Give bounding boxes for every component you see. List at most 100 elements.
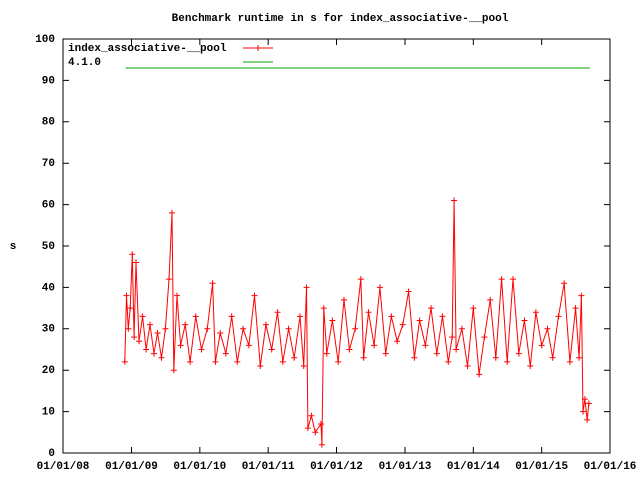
point-marker bbox=[538, 342, 545, 349]
point-marker bbox=[234, 358, 241, 365]
legend-label: 4.1.0 bbox=[68, 57, 101, 69]
point-marker bbox=[317, 421, 324, 428]
x-tick-label: 01/01/16 bbox=[584, 461, 637, 473]
point-marker bbox=[451, 197, 458, 204]
point-marker bbox=[125, 325, 132, 332]
point-marker bbox=[422, 342, 429, 349]
point-marker bbox=[585, 400, 592, 407]
point-marker bbox=[405, 288, 412, 295]
point-marker bbox=[318, 441, 325, 448]
point-marker bbox=[357, 276, 364, 283]
point-marker bbox=[162, 325, 169, 332]
point-marker bbox=[346, 346, 353, 353]
point-marker bbox=[228, 313, 235, 320]
point-marker bbox=[580, 408, 587, 415]
point-marker bbox=[217, 329, 224, 336]
point-marker bbox=[121, 358, 128, 365]
point-marker bbox=[481, 334, 488, 341]
point-marker bbox=[147, 321, 154, 328]
y-tick-label: 50 bbox=[42, 241, 55, 253]
point-marker bbox=[296, 313, 303, 320]
point-marker bbox=[476, 371, 483, 378]
point-marker bbox=[449, 334, 456, 341]
point-marker bbox=[521, 317, 528, 324]
point-marker bbox=[411, 354, 418, 361]
point-marker bbox=[578, 292, 585, 299]
y-tick-label: 60 bbox=[42, 200, 55, 212]
point-marker bbox=[458, 325, 465, 332]
point-marker bbox=[312, 429, 319, 436]
point-marker bbox=[329, 317, 336, 324]
x-tick-label: 01/01/12 bbox=[310, 461, 363, 473]
chart-title: Benchmark runtime in s for index_associa… bbox=[172, 13, 509, 25]
point-marker bbox=[376, 284, 383, 291]
point-marker bbox=[515, 350, 522, 357]
point-marker bbox=[274, 309, 281, 316]
point-marker bbox=[572, 305, 579, 312]
point-marker bbox=[498, 276, 505, 283]
point-marker bbox=[133, 259, 140, 266]
x-tick-label: 01/01/08 bbox=[37, 461, 90, 473]
point-marker bbox=[352, 325, 359, 332]
point-marker bbox=[504, 358, 511, 365]
point-marker bbox=[222, 350, 229, 357]
plot-frame bbox=[62, 38, 611, 454]
point-marker bbox=[371, 342, 378, 349]
point-marker bbox=[187, 358, 194, 365]
y-tick-label: 100 bbox=[35, 34, 55, 46]
x-tick-label: 01/01/11 bbox=[242, 461, 295, 473]
y-tick-label: 90 bbox=[42, 75, 55, 87]
point-marker bbox=[251, 292, 258, 299]
point-marker bbox=[464, 363, 471, 370]
point-marker bbox=[279, 358, 286, 365]
point-marker bbox=[150, 350, 157, 357]
point-marker bbox=[129, 251, 136, 258]
point-marker bbox=[168, 209, 175, 216]
point-marker bbox=[177, 342, 184, 349]
point-marker bbox=[303, 284, 310, 291]
point-marker bbox=[320, 305, 327, 312]
y-tick-label: 30 bbox=[42, 324, 55, 336]
point-marker bbox=[323, 350, 330, 357]
point-marker bbox=[123, 292, 130, 299]
point-marker bbox=[340, 296, 347, 303]
point-marker bbox=[257, 363, 264, 370]
y-tick-label: 40 bbox=[42, 282, 55, 294]
point-marker bbox=[581, 396, 588, 403]
point-marker bbox=[198, 346, 205, 353]
point-marker bbox=[544, 325, 551, 332]
x-tick-label: 01/01/10 bbox=[173, 461, 226, 473]
point-marker bbox=[170, 367, 177, 374]
point-marker bbox=[532, 309, 539, 316]
y-tick-label: 10 bbox=[42, 407, 55, 419]
point-marker bbox=[416, 317, 423, 324]
point-marker bbox=[139, 313, 146, 320]
point-marker bbox=[453, 346, 460, 353]
point-marker bbox=[308, 412, 315, 419]
point-marker bbox=[445, 358, 452, 365]
legend-label: index_associative-__pool bbox=[68, 43, 227, 55]
point-marker bbox=[268, 346, 275, 353]
y-axis-label: s bbox=[10, 241, 17, 253]
point-marker bbox=[174, 292, 181, 299]
y-tick-label: 0 bbox=[48, 448, 55, 460]
point-marker bbox=[335, 358, 342, 365]
point-marker bbox=[165, 276, 172, 283]
point-marker bbox=[555, 313, 562, 320]
point-marker bbox=[131, 334, 138, 341]
point-marker bbox=[212, 358, 219, 365]
point-marker bbox=[576, 354, 583, 361]
point-marker bbox=[388, 313, 395, 320]
point-marker bbox=[584, 416, 591, 423]
point-marker bbox=[433, 350, 440, 357]
point-marker bbox=[360, 354, 367, 361]
point-marker bbox=[285, 325, 292, 332]
x-tick-label: 01/01/15 bbox=[515, 461, 568, 473]
point-marker bbox=[209, 280, 216, 287]
point-marker bbox=[182, 321, 189, 328]
point-marker bbox=[262, 321, 269, 328]
point-marker bbox=[510, 276, 517, 283]
point-marker bbox=[399, 321, 406, 328]
